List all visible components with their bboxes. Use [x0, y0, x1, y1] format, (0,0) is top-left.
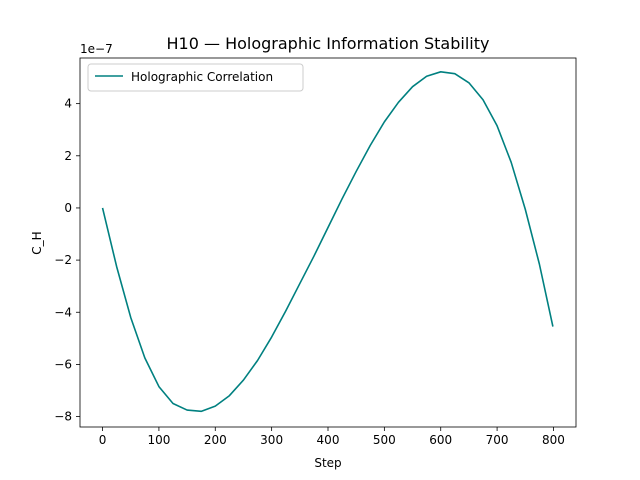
x-tick-label: 800	[542, 433, 565, 447]
y-tick-label: 4	[64, 97, 72, 111]
legend: Holographic Correlation	[87, 63, 304, 92]
legend-entry: Holographic Correlation	[131, 70, 273, 84]
y-tick-label: 0	[64, 201, 72, 215]
legend-frame	[87, 63, 304, 92]
y-offset-text: 1e−7	[80, 42, 113, 56]
y-tick-label: −2	[54, 253, 72, 267]
x-tick-label: 100	[147, 433, 170, 447]
x-tick-label: 300	[260, 433, 283, 447]
x-tick-label: 500	[373, 433, 396, 447]
x-tick-label: 600	[429, 433, 452, 447]
x-tick-label: 400	[317, 433, 340, 447]
chart-title: H10 — Holographic Information Stability	[167, 34, 490, 53]
y-tick-label: −8	[54, 410, 72, 424]
series-line-0	[101, 71, 554, 413]
y-axis-label: C_H	[30, 231, 44, 254]
plot-area: 0 100 200 300 400 500 600 700 800 −8 −6 −4 −2 0 2 4	[54, 57, 577, 447]
x-tick-label: 0	[99, 433, 107, 447]
y-tick-label: −6	[54, 357, 72, 371]
y-tick-label: −4	[54, 305, 72, 319]
x-axis-label: Step	[314, 456, 341, 470]
x-tick-label: 200	[204, 433, 227, 447]
x-tick-label: 700	[486, 433, 509, 447]
y-tick-label: 2	[64, 149, 72, 163]
